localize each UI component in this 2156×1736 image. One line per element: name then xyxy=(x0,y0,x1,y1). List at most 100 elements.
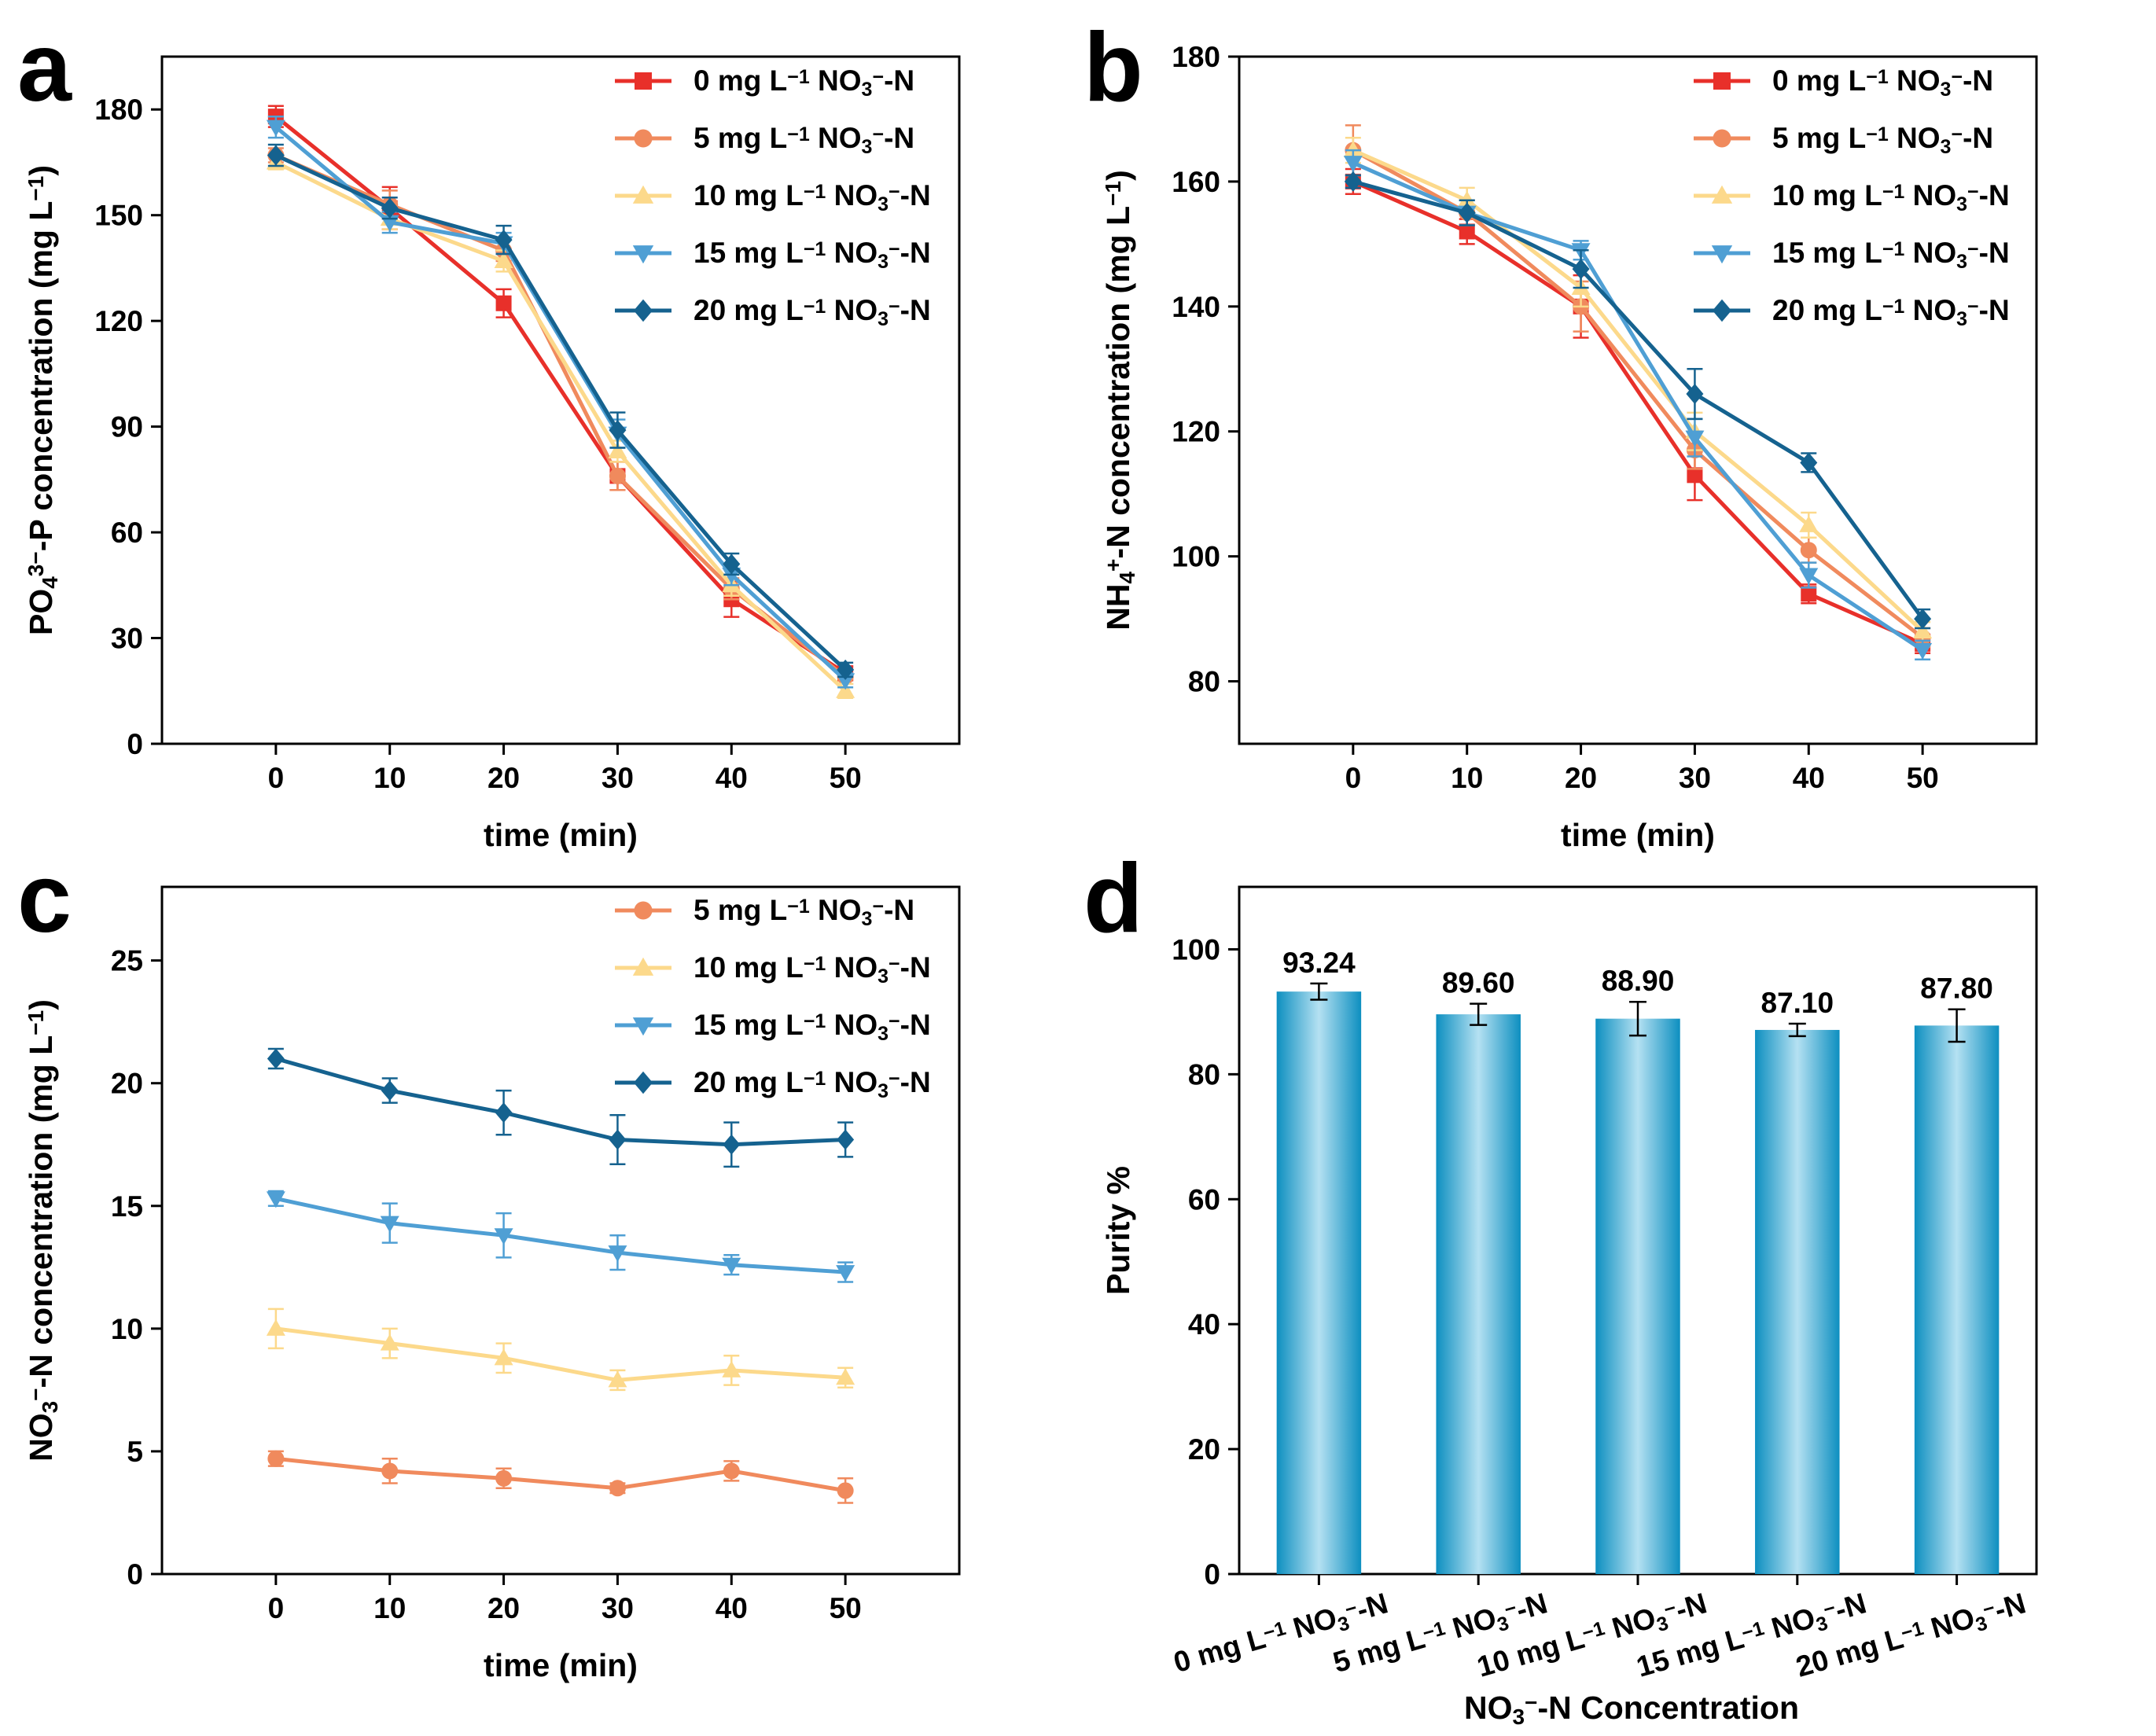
data-point xyxy=(837,659,855,680)
legend-marker xyxy=(1713,129,1731,148)
y-tick-label: 20 xyxy=(1188,1433,1220,1466)
x-tick-label: 20 xyxy=(1565,762,1597,794)
x-tick-label: 50 xyxy=(830,1592,862,1624)
y-axis-title: NH4+-N concentration (mg L−1) xyxy=(1100,170,1139,630)
y-tick-label: 5 xyxy=(127,1436,143,1468)
data-point xyxy=(608,441,627,458)
bar xyxy=(1436,1014,1521,1574)
series-15-mg xyxy=(1343,149,1933,660)
y-tick-label: 150 xyxy=(94,200,143,232)
series-5-mg xyxy=(267,1450,854,1504)
data-point xyxy=(494,1348,513,1366)
data-point xyxy=(495,1102,513,1124)
chart-panel-b: 0 10 20 30 40 50 time (min) 80 100 120 140 160 180 NH… xyxy=(1100,41,2038,853)
legend-label: 15 mg L−1 NO3−-N xyxy=(1772,237,2010,273)
legend-label: 5 mg L−1 NO3−-N xyxy=(694,122,914,158)
data-point xyxy=(381,1080,399,1102)
data-point xyxy=(608,1245,627,1263)
legend-marker xyxy=(1713,72,1731,90)
y-tick-label: 25 xyxy=(111,945,143,977)
legend-label: 0 mg L−1 NO3−-N xyxy=(1772,64,1993,101)
legend-label: 15 mg L−1 NO3−-N xyxy=(694,237,931,273)
legend-label: 15 mg L−1 NO3−-N xyxy=(694,1009,931,1045)
data-point xyxy=(722,1257,741,1274)
bar xyxy=(1914,1025,2000,1574)
bar-value-label: 93.24 xyxy=(1282,947,1356,979)
y-tick-label: 15 xyxy=(111,1190,143,1223)
panel-label-b: b xyxy=(1084,13,1143,122)
y-tick-label: 40 xyxy=(1188,1308,1220,1341)
chart-panel-c: 0 10 20 30 40 50 time (min) 0 5 10 15 20 25 NO3−-N co… xyxy=(23,885,961,1683)
x-tick-label: 10 xyxy=(373,1592,406,1624)
bar-value-label: 89.60 xyxy=(1442,967,1515,999)
x-tick-label: 40 xyxy=(716,1592,748,1624)
y-axis-title: NO3−-N concentration (mg L−1) xyxy=(23,999,62,1462)
data-point xyxy=(722,1360,741,1377)
x-axis-title: time (min) xyxy=(484,817,638,853)
y-tick-label: 120 xyxy=(1172,416,1220,448)
y-tick-label: 100 xyxy=(1172,541,1220,573)
data-point xyxy=(495,1469,513,1487)
x-tick-label: 0 xyxy=(268,1592,285,1624)
legend-marker xyxy=(635,72,652,90)
data-point xyxy=(1800,542,1817,559)
x-tick-label: 30 xyxy=(602,1592,634,1624)
y-tick-label: 80 xyxy=(1188,666,1220,698)
legend-label: 10 mg L−1 NO3−-N xyxy=(1772,179,2010,215)
data-point xyxy=(609,467,626,484)
y-tick-label: 20 xyxy=(111,1068,143,1100)
data-point xyxy=(494,1228,513,1245)
legend-label: 20 mg L−1 NO3−-N xyxy=(694,294,931,330)
legend-marker xyxy=(632,185,654,204)
legend-marker xyxy=(632,957,654,976)
legend-label: 5 mg L−1 NO3−-N xyxy=(694,894,914,930)
data-point xyxy=(1344,171,1362,192)
y-tick-label: 140 xyxy=(1172,291,1220,323)
y-tick-label: 100 xyxy=(1172,933,1220,965)
data-point xyxy=(266,120,285,137)
data-point xyxy=(267,145,285,166)
data-point xyxy=(609,1480,626,1497)
legend-marker xyxy=(632,245,654,264)
legend-marker xyxy=(633,1071,653,1094)
chart-a-frame xyxy=(160,55,961,745)
bar-value-label: 88.90 xyxy=(1602,965,1675,997)
series-line xyxy=(275,1326,846,1382)
bar xyxy=(1755,1029,1840,1574)
y-axis-title: Purity % xyxy=(1100,1166,1136,1295)
legend-marker xyxy=(1712,299,1732,322)
data-point xyxy=(609,420,627,441)
series-line xyxy=(275,1196,846,1274)
x-tick-label: 20 xyxy=(487,1592,520,1624)
y-tick-label: 0 xyxy=(127,728,143,760)
x-tick-label: 0 xyxy=(1345,762,1362,794)
bar xyxy=(1276,991,1362,1574)
series-line xyxy=(274,153,847,671)
series-line xyxy=(1352,179,1925,620)
data-point xyxy=(266,1319,285,1336)
data-point xyxy=(495,295,512,311)
series-line xyxy=(274,160,847,693)
legend-label: 10 mg L−1 NO3−-N xyxy=(694,951,931,988)
data-point xyxy=(1800,452,1818,473)
data-point xyxy=(495,230,513,251)
series-20-mg xyxy=(267,1047,855,1168)
data-point xyxy=(1687,467,1703,484)
data-point xyxy=(1458,202,1476,223)
data-point xyxy=(837,1482,854,1499)
data-point xyxy=(1457,190,1477,208)
series-20-mg xyxy=(267,143,855,680)
panel-label-a: a xyxy=(17,13,72,122)
x-tick-label: 0 xyxy=(268,762,285,794)
y-tick-label: 160 xyxy=(1172,166,1220,198)
data-point xyxy=(1914,609,1932,630)
legend-label: 20 mg L−1 NO3−-N xyxy=(694,1066,931,1102)
y-tick-label: 0 xyxy=(127,1558,143,1591)
series-line xyxy=(275,1057,846,1147)
data-point xyxy=(836,1368,855,1385)
x-tick-label: 10 xyxy=(373,762,406,794)
series-20-mg xyxy=(1344,171,1932,630)
series-line xyxy=(275,1456,846,1493)
panel-label-c: c xyxy=(17,844,72,953)
